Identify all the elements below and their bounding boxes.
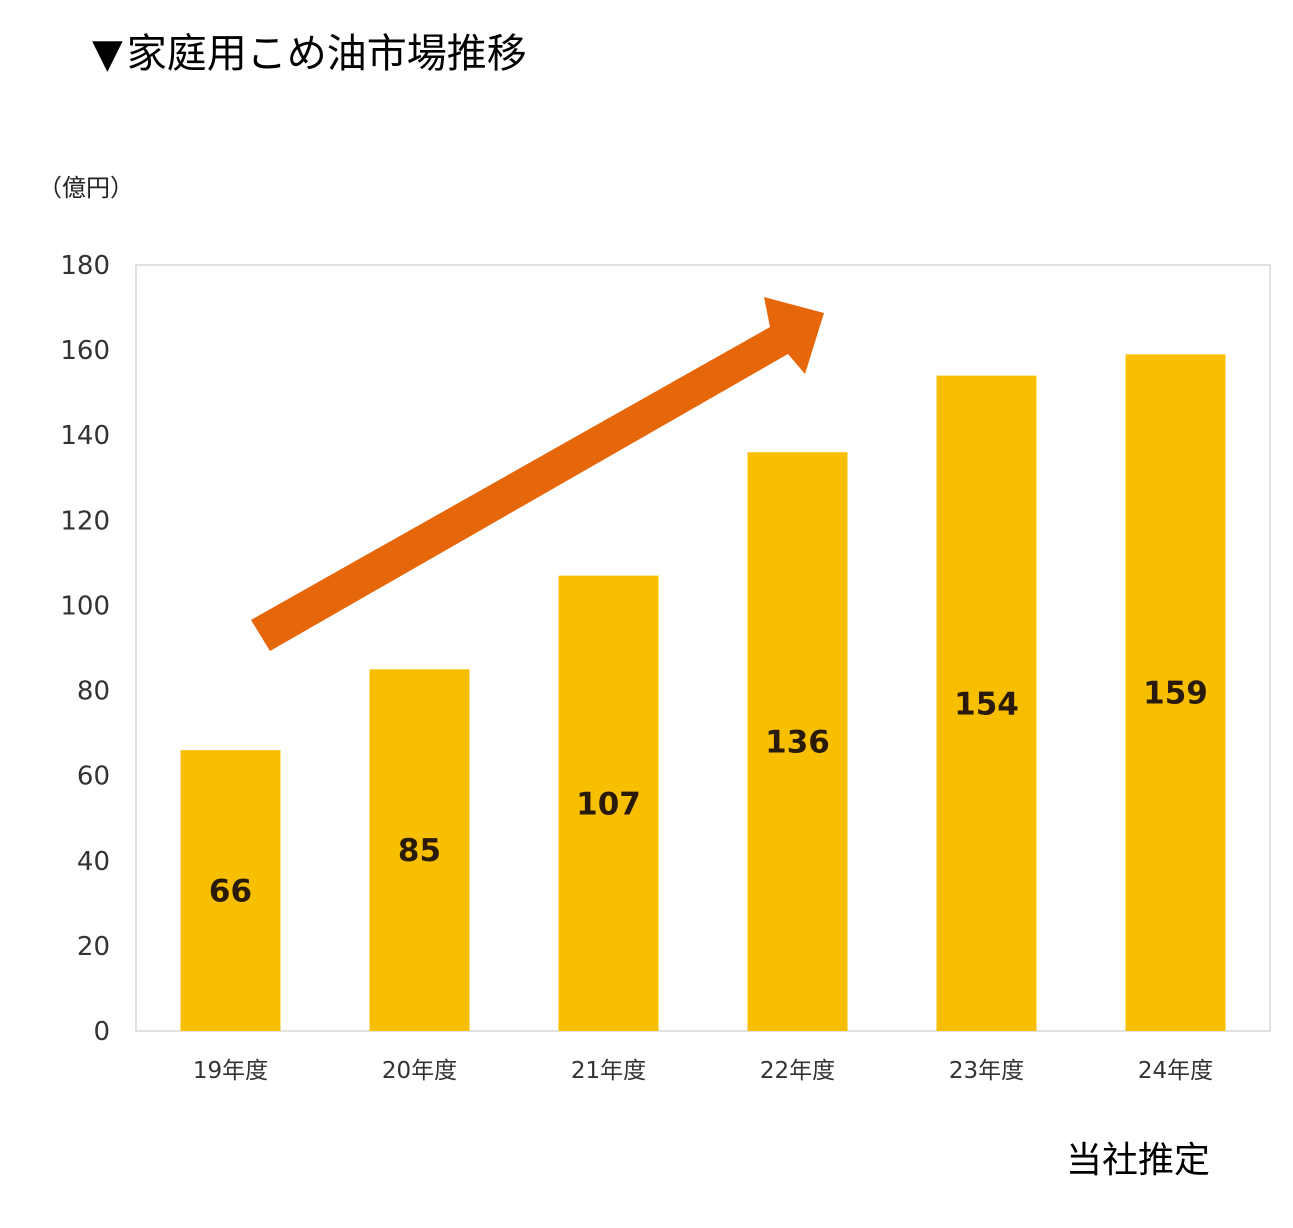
y-tick-label: 40 (77, 847, 110, 877)
y-tick-label: 140 (60, 421, 110, 451)
bars (180, 354, 1226, 1032)
bar-value-label: 136 (765, 725, 830, 761)
bar-value-label: 154 (954, 686, 1019, 722)
y-tick-label: 80 (77, 677, 110, 707)
x-tick-label: 22年度 (760, 1058, 835, 1084)
bar-21年度 (558, 575, 659, 1031)
chart-title: ▼ 家庭用こめ油市場推移 (92, 28, 527, 80)
y-tick-label: 100 (60, 591, 110, 621)
x-tick-label: 21年度 (571, 1058, 646, 1084)
bar-22年度 (747, 452, 848, 1031)
chart-title-text: 家庭用こめ油市場推移 (126, 31, 527, 77)
data-labels: 66 85 107 136 154 159 (209, 676, 1208, 910)
y-tick-label: 20 (77, 932, 110, 962)
x-tick-label: 20年度 (382, 1058, 457, 1084)
y-tick-label: 160 (60, 336, 110, 366)
bar-19年度 (180, 750, 281, 1031)
bar-value-label: 85 (398, 833, 441, 869)
source-note: 当社推定 (1066, 1140, 1211, 1181)
y-tick-label: 120 (60, 506, 110, 536)
bar-value-label: 66 (209, 874, 252, 910)
bar-20年度 (369, 669, 470, 1031)
bar-value-label: 159 (1143, 676, 1208, 712)
trend-arrow-icon (251, 297, 824, 651)
y-tick-label: 180 (60, 251, 110, 281)
x-tick-label: 19年度 (193, 1058, 268, 1084)
y-axis: 0 20 40 60 80 100 120 140 160 180 (60, 251, 110, 1047)
y-tick-label: 60 (77, 762, 110, 792)
bar-value-label: 107 (576, 786, 641, 822)
plot-area-border (135, 264, 1271, 1032)
bar-24年度 (1125, 354, 1226, 1031)
bar-23年度 (936, 375, 1037, 1032)
x-tick-label: 24年度 (1138, 1058, 1213, 1084)
y-tick-label: 0 (93, 1017, 110, 1047)
triangle-marker-icon: ▼ (92, 31, 123, 77)
y-axis-unit-label: （億円） (38, 174, 134, 202)
x-tick-label: 23年度 (949, 1058, 1024, 1084)
x-axis: 19年度 20年度 21年度 22年度 23年度 24年度 (193, 1058, 1213, 1084)
